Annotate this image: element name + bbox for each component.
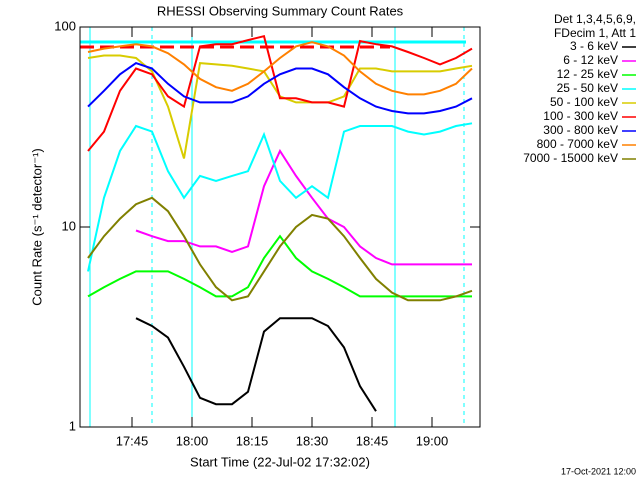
x-axis-label: Start Time (22-Jul-02 17:32:02) (190, 454, 370, 469)
series-line (87, 196, 473, 302)
series-line (87, 61, 473, 115)
x-tick-label: 17:45 (116, 433, 149, 448)
y-tick-label: 1 (69, 418, 76, 433)
flags (80, 27, 466, 427)
series-line (87, 41, 473, 96)
series-line (87, 34, 473, 152)
series-line (87, 234, 472, 298)
footer: 17-Oct-2021 12:00 (561, 466, 636, 476)
y-tick-label: 10 (62, 218, 76, 233)
series-line (135, 148, 472, 266)
legend-label: 12 - 25 keV (557, 67, 618, 81)
series-line (87, 122, 473, 272)
x-tick-label: 18:00 (176, 433, 209, 448)
legend-header: Det 1,3,4,5,6,9, (554, 12, 636, 26)
legend-label: 6 - 12 keV (563, 53, 618, 67)
legend-label: 50 - 100 keV (550, 95, 618, 109)
legend-label: 3 - 6 keV (570, 39, 618, 53)
x-tick-label: 18:45 (356, 433, 389, 448)
legend-label: 100 - 300 keV (543, 109, 618, 123)
x-tick-label: 18:15 (236, 433, 269, 448)
legend-label: 300 - 800 keV (543, 123, 618, 137)
legend-label: 800 - 7000 keV (537, 137, 618, 151)
legend-header: FDecim 1, Att 1 (554, 26, 636, 40)
chart-title: RHESSI Observing Summary Count Rates (157, 3, 404, 18)
legend-label: 25 - 50 keV (557, 81, 618, 95)
x-tick-label: 18:30 (296, 433, 329, 448)
series-line (135, 317, 377, 412)
y-tick-label: 100 (54, 18, 76, 33)
x-tick-label: 19:00 (416, 433, 449, 448)
y-axis-label: Count Rate (s⁻¹ detector⁻¹) (29, 148, 44, 306)
legend-label: 7000 - 15000 keV (523, 151, 618, 165)
